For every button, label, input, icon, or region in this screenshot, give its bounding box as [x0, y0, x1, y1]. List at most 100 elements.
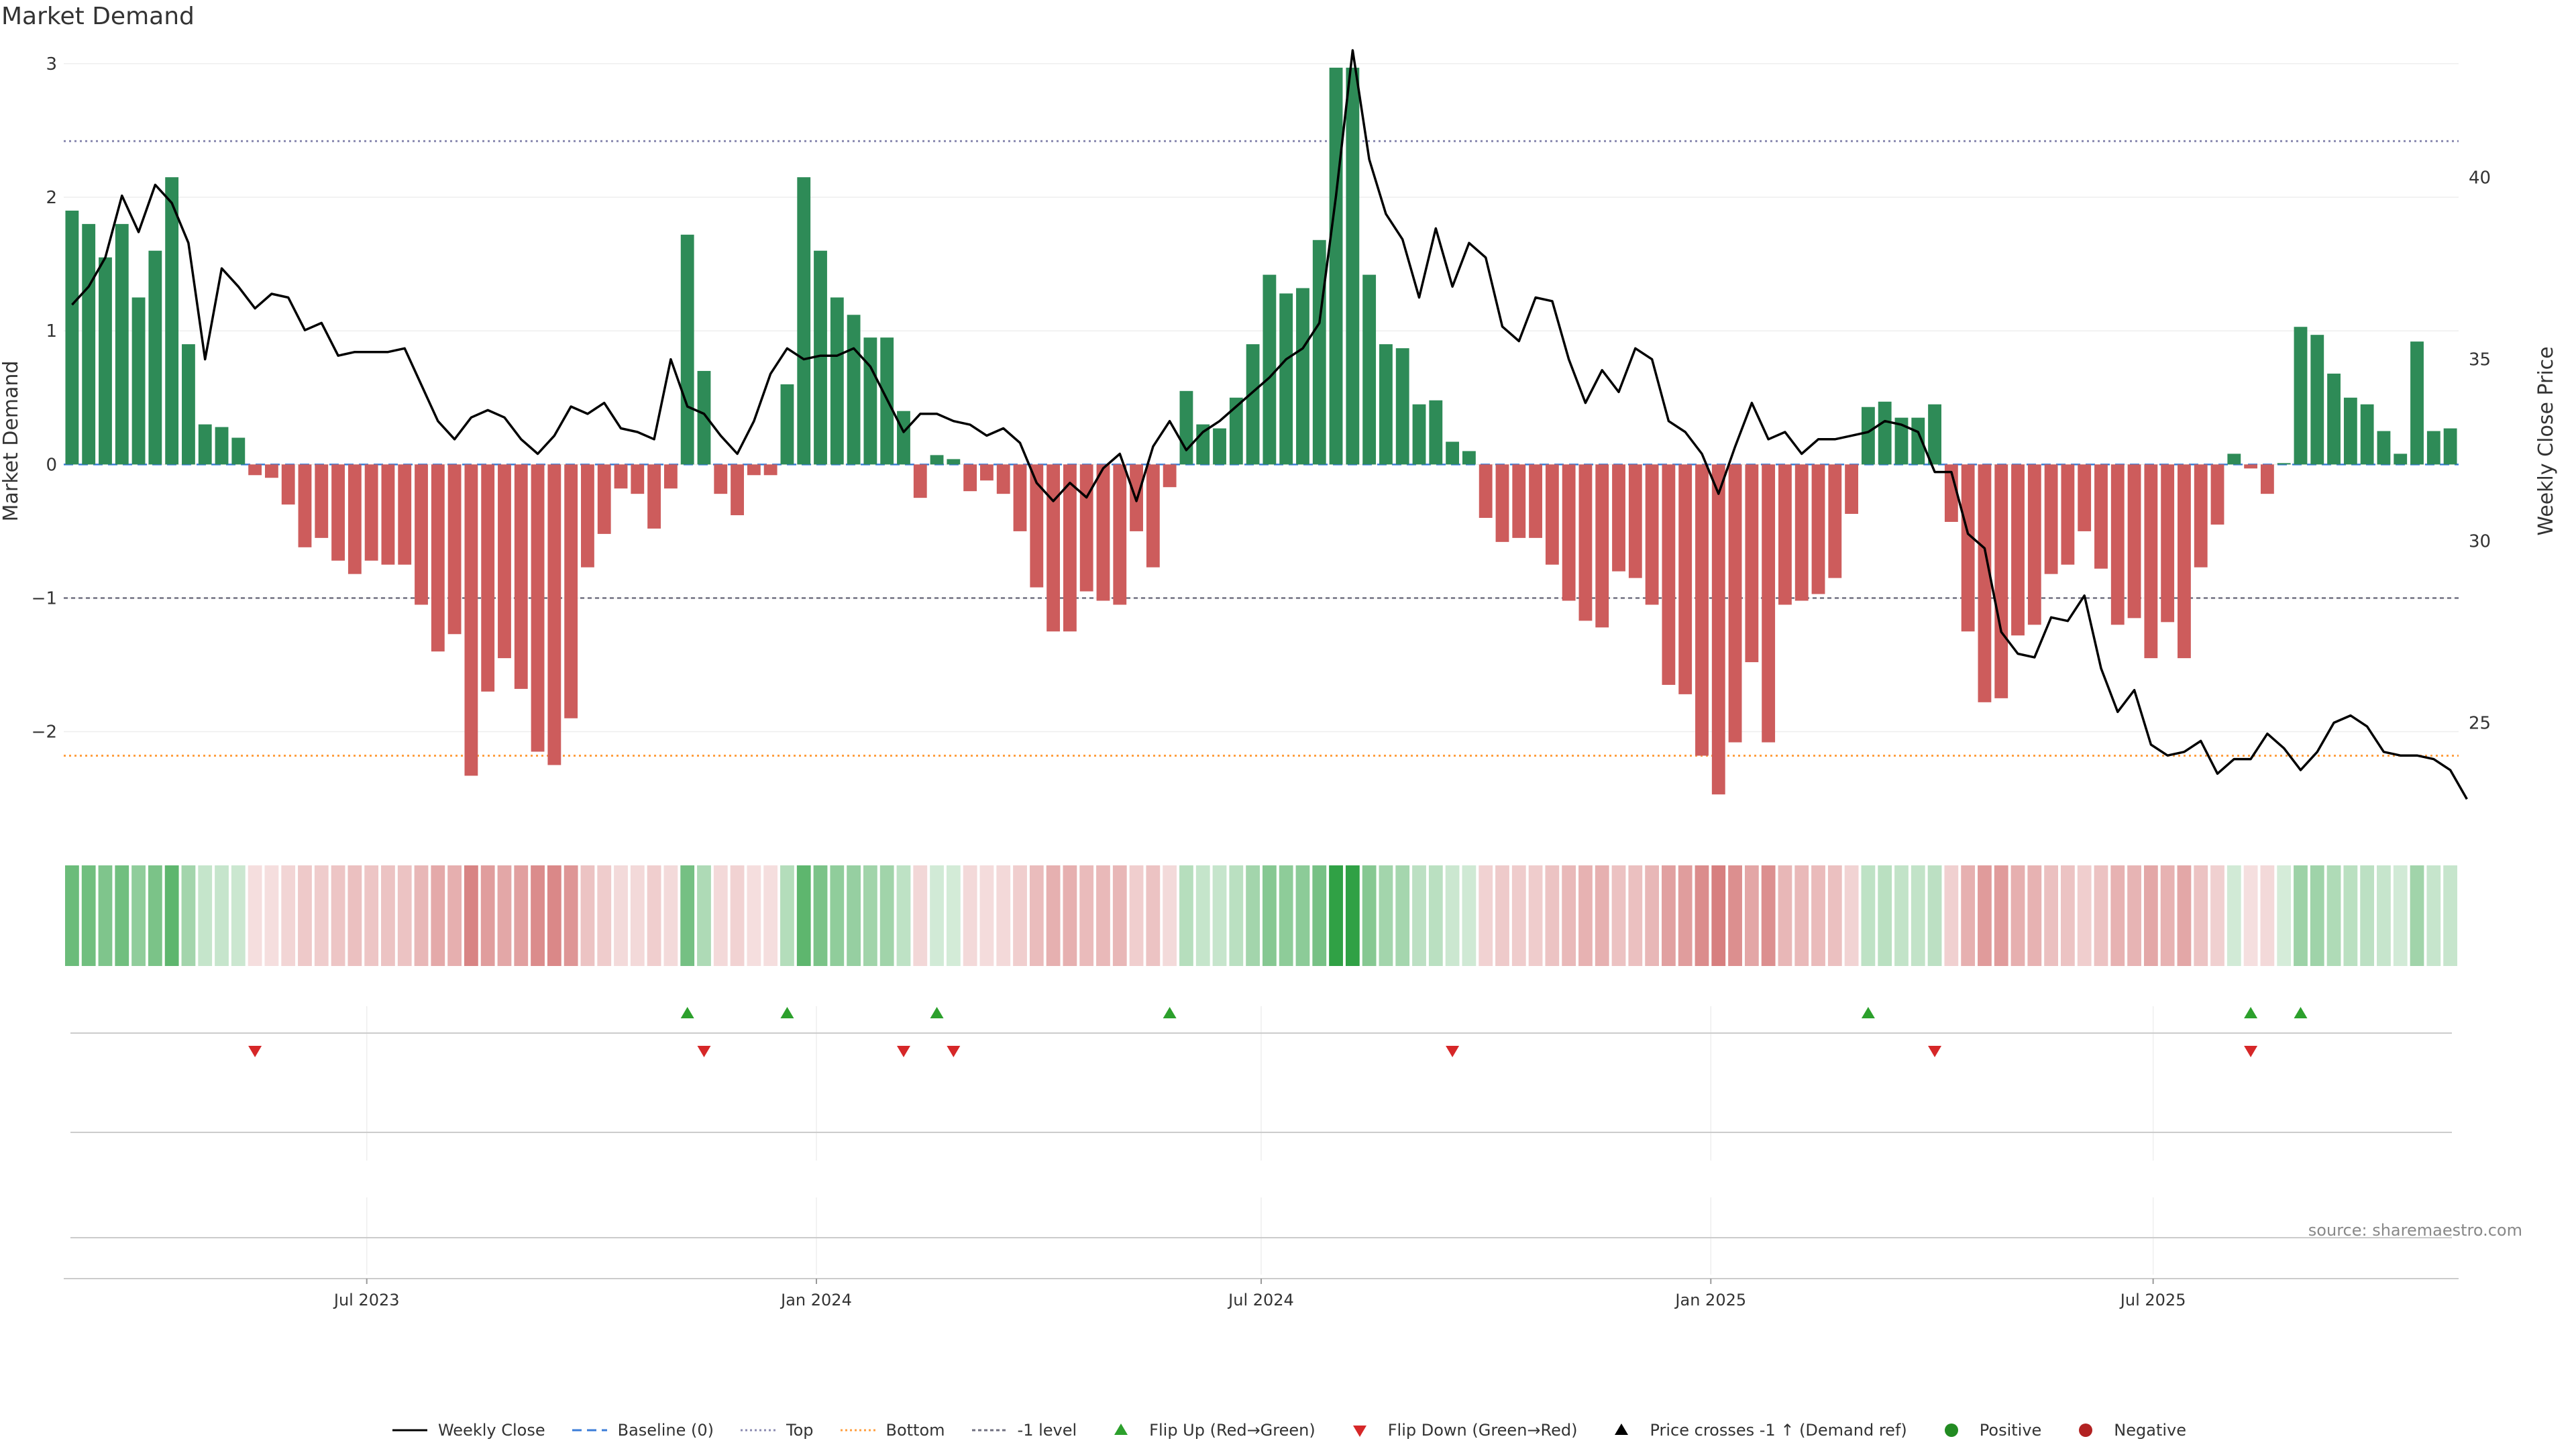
x-tick-label: Jan 2024 — [780, 1291, 852, 1309]
x-tick-label: Jul 2025 — [2119, 1291, 2186, 1309]
demand-bar — [1362, 274, 1377, 465]
y2-tick-label: 35 — [2469, 350, 2491, 370]
flip-up-marker — [680, 1007, 694, 1018]
heat-cell — [564, 865, 578, 966]
triangle-up-icon — [1615, 1424, 1629, 1435]
heat-cell — [164, 865, 179, 966]
legend-flip-down: Flip Down (Green→Red) — [1340, 1420, 1577, 1440]
heat-cell — [663, 865, 678, 966]
heat-cell — [364, 865, 379, 966]
heat-cell — [946, 865, 961, 966]
legend-top: Top — [738, 1420, 814, 1440]
demand-bar — [2310, 335, 2324, 465]
heat-cell — [531, 865, 545, 966]
heat-cell — [2061, 865, 2075, 966]
heat-cell — [2393, 865, 2408, 966]
heat-cell — [1511, 865, 1526, 966]
y-tick-label: 2 — [46, 188, 57, 208]
heat-cell — [1029, 865, 1044, 966]
heat-cell — [2110, 865, 2125, 966]
weekly-close-line — [71, 49, 2468, 800]
dotted-line-icon — [741, 1429, 775, 1432]
demand-bar — [2360, 404, 2374, 465]
heat-cell — [2194, 865, 2208, 966]
demand-bar — [315, 464, 329, 538]
heat-cell — [298, 865, 312, 966]
heat-cell — [1578, 865, 1593, 966]
demand-bar — [1529, 464, 1542, 538]
legend-label: -1 level — [1017, 1421, 1077, 1440]
demand-bar — [647, 464, 661, 529]
demand-bar — [1196, 424, 1210, 465]
heat-cell — [1096, 865, 1110, 966]
heat-cell — [1645, 865, 1659, 966]
flip-down-marker — [248, 1046, 262, 1057]
demand-bar — [82, 223, 96, 465]
heat-cell — [1212, 865, 1227, 966]
flip-down-marker — [896, 1046, 910, 1057]
demand-bar — [1711, 464, 1725, 795]
legend-weekly-close: Weekly Close — [390, 1420, 545, 1440]
y2-axis-label: Weekly Close Price — [2534, 346, 2558, 535]
demand-bar — [1412, 404, 1426, 465]
demand-bar — [1312, 239, 1326, 465]
heat-cell — [1462, 865, 1477, 966]
heat-cell — [896, 865, 911, 966]
circle-icon — [1944, 1424, 1958, 1437]
y-tick-label: 3 — [46, 54, 57, 74]
heat-cell — [248, 865, 262, 966]
heat-cell — [2410, 865, 2424, 966]
price-series — [71, 49, 2468, 800]
heat-cell — [630, 865, 645, 966]
demand-bar — [564, 464, 578, 718]
heat-cell — [547, 865, 561, 966]
demand-bar — [1662, 464, 1676, 685]
heat-cell — [1079, 865, 1094, 966]
heat-cell — [1662, 865, 1676, 966]
heat-cell — [2243, 865, 2258, 966]
heat-cell — [1678, 865, 1693, 966]
demand-bar — [464, 464, 478, 776]
heat-cell — [780, 865, 794, 966]
demand-bar — [1861, 407, 1875, 465]
demand-bar — [747, 464, 761, 476]
demand-bar — [1678, 464, 1693, 694]
demand-bar — [2144, 464, 2158, 659]
flip-up-marker — [2294, 1007, 2308, 1018]
chart-title: Market Demand — [1, 3, 195, 30]
demand-bar — [996, 464, 1010, 494]
heat-cell — [115, 865, 129, 966]
legend-label: Flip Up (Red→Green) — [1149, 1421, 1316, 1440]
heat-cell — [1611, 865, 1626, 966]
demand-bar — [1079, 464, 1093, 592]
dotted-line-icon — [840, 1429, 875, 1432]
demand-bar — [347, 464, 362, 574]
y2-tick-label: 30 — [2469, 532, 2491, 552]
demand-bar — [447, 464, 462, 635]
demand-bar — [2210, 464, 2224, 525]
demand-bar — [1578, 464, 1593, 621]
heat-cell — [2127, 865, 2141, 966]
heat-cell — [813, 865, 828, 966]
demand-bar — [2277, 463, 2291, 465]
heat-cell — [996, 865, 1011, 966]
demand-bar — [215, 427, 229, 465]
demand-bar — [1762, 464, 1776, 743]
demand-bar — [1113, 464, 1127, 605]
demand-bar — [763, 464, 777, 476]
heat-cell — [1112, 865, 1127, 966]
demand-bar — [697, 370, 711, 465]
demand-bar — [830, 297, 844, 465]
demand-bars — [65, 67, 2457, 795]
demand-bar — [1695, 464, 1709, 756]
y-tick-label: −2 — [32, 722, 57, 743]
demand-bar — [115, 223, 129, 465]
demand-bar — [2011, 464, 2025, 636]
demand-bar — [2410, 341, 2424, 465]
heat-cell — [1695, 865, 1709, 966]
heat-cell — [1379, 865, 1393, 966]
reference-lines — [64, 140, 2459, 757]
heat-cell — [1744, 865, 1759, 966]
heat-cell — [381, 865, 395, 966]
